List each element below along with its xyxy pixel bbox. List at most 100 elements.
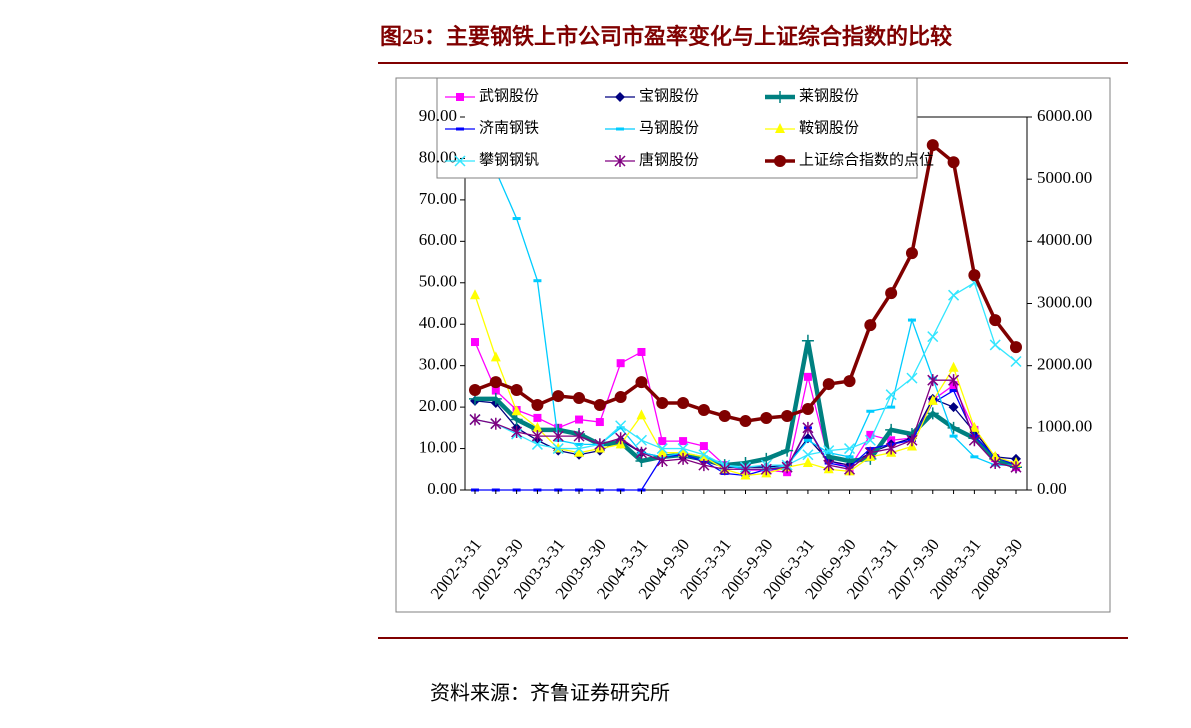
marker xyxy=(531,399,544,412)
y2-tick-label: 2000.00 xyxy=(1037,355,1092,374)
source: 资料来源：齐鲁证券研究所 xyxy=(430,682,670,705)
marker xyxy=(698,449,710,461)
legend-label: 上证综合指数的点位 xyxy=(799,151,934,168)
marker xyxy=(719,463,731,476)
marker xyxy=(822,378,835,391)
marker xyxy=(615,92,625,102)
marker xyxy=(615,432,627,445)
marker xyxy=(948,374,960,387)
marker xyxy=(456,93,464,101)
marker xyxy=(614,391,627,404)
marker xyxy=(969,421,980,432)
marker xyxy=(531,438,543,450)
marker xyxy=(1010,341,1022,354)
marker xyxy=(677,443,689,455)
marker xyxy=(511,425,523,438)
marker xyxy=(866,409,875,413)
legend-label: 武钢股份 xyxy=(479,87,539,104)
y-tick-label: 0.00 xyxy=(427,479,457,498)
marker xyxy=(471,338,479,347)
marker xyxy=(489,392,502,405)
y2-tick-label: 1000.00 xyxy=(1037,417,1092,436)
marker xyxy=(802,449,814,461)
marker xyxy=(593,399,606,412)
marker xyxy=(718,410,731,423)
legend xyxy=(436,77,918,179)
y-tick-label: 90.00 xyxy=(419,106,457,125)
marker xyxy=(552,390,565,403)
marker xyxy=(760,412,773,425)
marker xyxy=(947,156,960,169)
marker xyxy=(635,446,647,459)
marker xyxy=(739,463,752,476)
marker xyxy=(532,421,543,432)
marker xyxy=(594,438,606,451)
marker xyxy=(531,430,543,443)
marker xyxy=(823,459,835,472)
marker xyxy=(552,443,564,455)
marker xyxy=(490,351,501,362)
marker xyxy=(864,319,877,332)
marker xyxy=(616,426,625,430)
marker xyxy=(947,421,960,434)
marker xyxy=(575,415,584,424)
marker xyxy=(679,437,688,446)
marker xyxy=(490,417,502,430)
marker xyxy=(844,443,856,455)
marker xyxy=(948,289,960,301)
marker xyxy=(970,455,979,459)
y2-tick-label: 0.00 xyxy=(1037,479,1067,498)
marker xyxy=(803,438,812,442)
marker xyxy=(470,289,480,300)
marker xyxy=(635,434,647,446)
marker xyxy=(656,454,668,467)
marker xyxy=(739,415,752,428)
y-tick-label: 80.00 xyxy=(419,147,457,166)
marker xyxy=(906,434,918,447)
marker xyxy=(824,451,833,455)
marker xyxy=(968,434,980,447)
marker xyxy=(864,446,876,459)
marker xyxy=(511,405,522,416)
marker xyxy=(552,430,564,443)
marker xyxy=(803,372,812,381)
marker xyxy=(510,384,523,397)
marker xyxy=(989,339,1001,351)
y2-tick-label: 4000.00 xyxy=(1037,230,1092,249)
legend-label: 宝钢股份 xyxy=(639,87,699,104)
marker xyxy=(885,442,897,455)
marker xyxy=(1010,461,1022,474)
marker xyxy=(781,410,794,423)
marker xyxy=(927,331,939,343)
marker xyxy=(989,314,1002,327)
marker xyxy=(887,405,896,409)
marker xyxy=(760,463,772,476)
marker xyxy=(926,407,939,420)
y2-tick-label: 3000.00 xyxy=(1037,292,1092,311)
marker xyxy=(885,389,897,401)
marker xyxy=(656,397,669,410)
marker xyxy=(760,452,773,465)
marker xyxy=(781,444,794,457)
marker xyxy=(636,409,647,420)
marker xyxy=(948,361,959,372)
marker xyxy=(927,394,938,405)
marker xyxy=(615,420,627,432)
marker xyxy=(885,423,898,436)
marker xyxy=(677,452,689,465)
y-tick-label: 50.00 xyxy=(419,272,457,291)
marker xyxy=(575,442,584,446)
marker xyxy=(697,404,710,417)
marker xyxy=(512,217,521,221)
marker xyxy=(533,413,542,422)
y-tick-label: 70.00 xyxy=(419,189,457,208)
marker xyxy=(573,392,586,405)
marker xyxy=(595,418,604,427)
marker xyxy=(907,318,916,322)
marker xyxy=(802,457,813,468)
marker xyxy=(614,155,626,167)
marker xyxy=(574,446,585,457)
legend-label: 唐钢股份 xyxy=(639,151,699,168)
marker xyxy=(573,443,585,455)
